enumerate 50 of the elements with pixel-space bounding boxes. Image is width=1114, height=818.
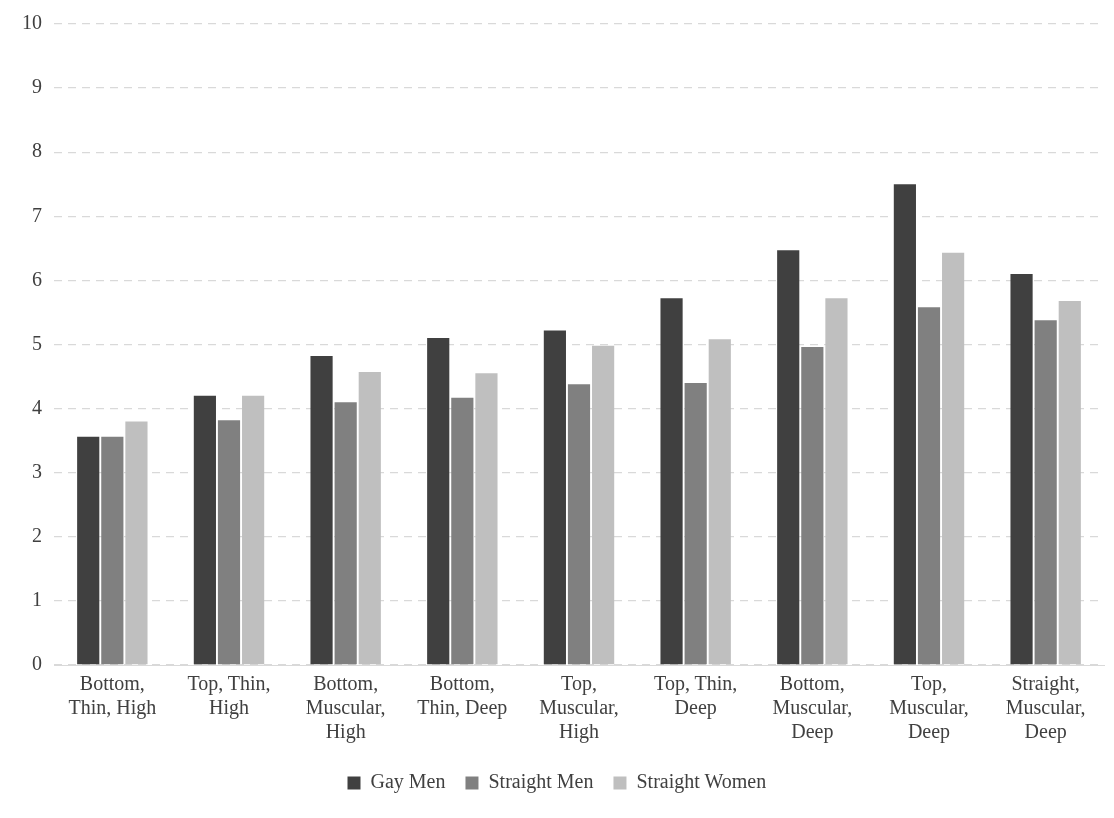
y-tick-label: 8	[32, 139, 42, 162]
bar	[660, 298, 683, 665]
legend-label: Straight Women	[636, 770, 767, 794]
x-tick-label: Top, Thin, High	[187, 672, 271, 720]
x-tick-label: Bottom, Muscular, High	[305, 672, 386, 744]
bar	[708, 339, 731, 665]
y-tick-label: 0	[32, 652, 42, 675]
bar	[592, 345, 615, 665]
bar	[217, 420, 241, 665]
x-tick-label: Bottom, Thin, High	[68, 672, 157, 720]
bar	[893, 184, 916, 665]
bar	[825, 298, 848, 665]
bar	[310, 356, 333, 665]
y-tick-label: 6	[32, 267, 42, 290]
bar	[427, 338, 450, 665]
x-tick-label: Bottom, Thin, Deep	[417, 672, 508, 720]
bar	[475, 373, 498, 665]
x-tick-label: Top, Muscular, Deep	[889, 672, 969, 744]
bar	[242, 395, 265, 665]
legend-label: Straight Men	[488, 770, 594, 794]
y-tick-label: 5	[32, 331, 42, 354]
bar	[125, 421, 148, 665]
y-tick-label: 1	[32, 588, 42, 611]
bar	[777, 250, 800, 665]
y-tick-label: 4	[32, 395, 42, 418]
bar	[543, 330, 566, 665]
y-tick-label: 2	[32, 524, 42, 547]
bar	[334, 402, 357, 665]
bar	[1010, 273, 1033, 665]
y-tick-label: 3	[32, 459, 42, 482]
bar	[917, 307, 941, 665]
y-tick-label: 9	[32, 75, 42, 98]
bar	[684, 382, 707, 665]
x-tick-label: Bottom, Muscular, Deep	[772, 672, 853, 744]
bar	[77, 436, 100, 665]
x-tick-label: Top, Thin, Deep	[654, 672, 738, 720]
x-tick-label: Straight, Muscular, Deep	[1005, 672, 1086, 744]
y-tick-label: 7	[32, 203, 42, 226]
bar	[358, 372, 381, 665]
bar	[193, 395, 216, 665]
bar	[942, 252, 965, 665]
legend-label: Gay Men	[370, 770, 446, 794]
x-tick-label: Top, Muscular, High	[539, 672, 619, 744]
bar	[1034, 320, 1057, 665]
y-tick-label: 10	[22, 11, 42, 34]
bar	[1058, 300, 1081, 665]
bar	[801, 347, 824, 665]
bar	[101, 436, 124, 665]
bar	[567, 384, 591, 665]
bar	[451, 397, 474, 665]
